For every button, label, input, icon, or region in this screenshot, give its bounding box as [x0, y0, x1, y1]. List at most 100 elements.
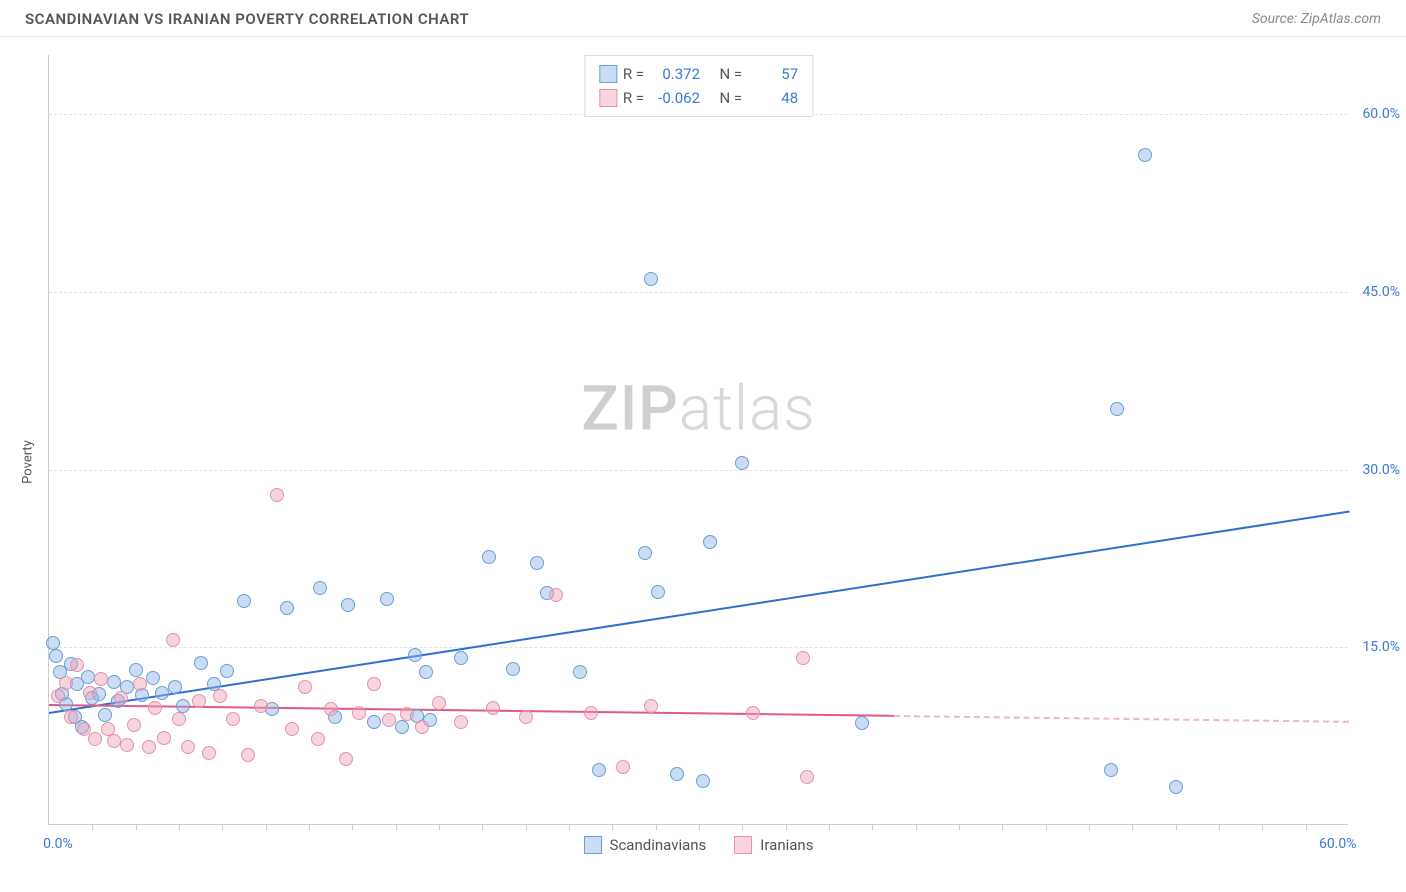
legend-item-series2: Iranians: [734, 836, 813, 854]
data-point: [59, 676, 73, 690]
y-tick-label: 60.0%: [1362, 106, 1400, 122]
data-point: [114, 691, 128, 705]
x-tick: [1002, 824, 1003, 830]
data-point: [172, 712, 186, 726]
x-tick: [1046, 824, 1047, 830]
data-point: [70, 658, 84, 672]
data-point: [280, 601, 294, 615]
swatch-series1: [584, 836, 602, 854]
x-tick: [222, 824, 223, 830]
n-value-series1: 57: [748, 62, 798, 86]
gridline: [49, 292, 1348, 293]
x-tick: [1219, 824, 1220, 830]
correlation-legend: R = 0.372 N = 57 R = -0.062 N = 48: [584, 55, 813, 117]
data-point: [202, 746, 216, 760]
data-point: [176, 699, 190, 713]
data-point: [127, 718, 141, 732]
x-tick: [396, 824, 397, 830]
data-point: [298, 680, 312, 694]
data-point: [166, 633, 180, 647]
data-point: [506, 662, 520, 676]
data-point: [46, 636, 60, 650]
x-tick: [526, 824, 527, 830]
x-tick: [309, 824, 310, 830]
x-tick: [1176, 824, 1177, 830]
n-label: N =: [720, 86, 743, 110]
n-label: N =: [720, 62, 743, 86]
chart-title: SCANDINAVIAN VS IRANIAN POVERTY CORRELAT…: [25, 10, 469, 28]
legend-item-series1: Scandinavians: [584, 836, 707, 854]
data-point: [107, 734, 121, 748]
x-tick: [742, 824, 743, 830]
data-point: [157, 731, 171, 745]
data-point: [181, 740, 195, 754]
swatch-series2: [734, 836, 752, 854]
data-point: [796, 651, 810, 665]
data-point: [1110, 402, 1124, 416]
data-point: [129, 663, 143, 677]
data-point: [454, 651, 468, 665]
data-point: [746, 706, 760, 720]
x-tick: [786, 824, 787, 830]
data-point: [584, 706, 598, 720]
watermark-bold: ZIP: [581, 372, 679, 445]
data-point: [415, 720, 429, 734]
chart-source: Source: ZipAtlas.com: [1252, 11, 1381, 27]
data-point: [408, 648, 422, 662]
data-point: [341, 598, 355, 612]
data-point: [800, 770, 814, 784]
y-tick-label: 30.0%: [1362, 462, 1400, 478]
chart-area: Poverty ZIPatlas R = 0.372 N = 57 R = -0…: [0, 37, 1406, 887]
x-tick: [179, 824, 180, 830]
x-tick: [352, 824, 353, 830]
x-tick: [829, 824, 830, 830]
n-value-series2: 48: [748, 86, 798, 110]
data-point: [88, 732, 102, 746]
swatch-series2: [599, 89, 617, 107]
data-point: [703, 535, 717, 549]
watermark: ZIPatlas: [581, 372, 815, 445]
data-point: [51, 689, 65, 703]
data-point: [107, 675, 121, 689]
data-point: [651, 585, 665, 599]
data-point: [573, 665, 587, 679]
data-point: [696, 774, 710, 788]
data-point: [670, 767, 684, 781]
data-point: [254, 699, 268, 713]
data-point: [486, 701, 500, 715]
data-point: [83, 686, 97, 700]
data-point: [400, 707, 414, 721]
legend-label-series2: Iranians: [760, 836, 813, 854]
x-tick: [92, 824, 93, 830]
trend-line: [49, 511, 1349, 714]
data-point: [81, 670, 95, 684]
y-tick-label: 45.0%: [1362, 284, 1400, 300]
data-point: [237, 594, 251, 608]
x-tick: [136, 824, 137, 830]
x-tick: [266, 824, 267, 830]
data-point: [49, 649, 63, 663]
legend-label-series1: Scandinavians: [610, 836, 707, 854]
data-point: [1169, 780, 1183, 794]
x-tick-label: 0.0%: [43, 836, 73, 852]
x-tick: [1132, 824, 1133, 830]
data-point: [133, 677, 147, 691]
data-point: [419, 665, 433, 679]
data-point: [367, 677, 381, 691]
data-point: [192, 694, 206, 708]
data-point: [592, 763, 606, 777]
x-tick: [872, 824, 873, 830]
x-tick: [1089, 824, 1090, 830]
data-point: [644, 272, 658, 286]
data-point: [168, 680, 182, 694]
data-point: [454, 715, 468, 729]
y-axis-label: Poverty: [20, 440, 35, 484]
data-point: [549, 588, 563, 602]
data-point: [313, 581, 327, 595]
chart-header: SCANDINAVIAN VS IRANIAN POVERTY CORRELAT…: [0, 0, 1406, 37]
data-point: [98, 708, 112, 722]
data-point: [220, 664, 234, 678]
gridline: [49, 470, 1348, 471]
data-point: [352, 706, 366, 720]
data-point: [339, 752, 353, 766]
